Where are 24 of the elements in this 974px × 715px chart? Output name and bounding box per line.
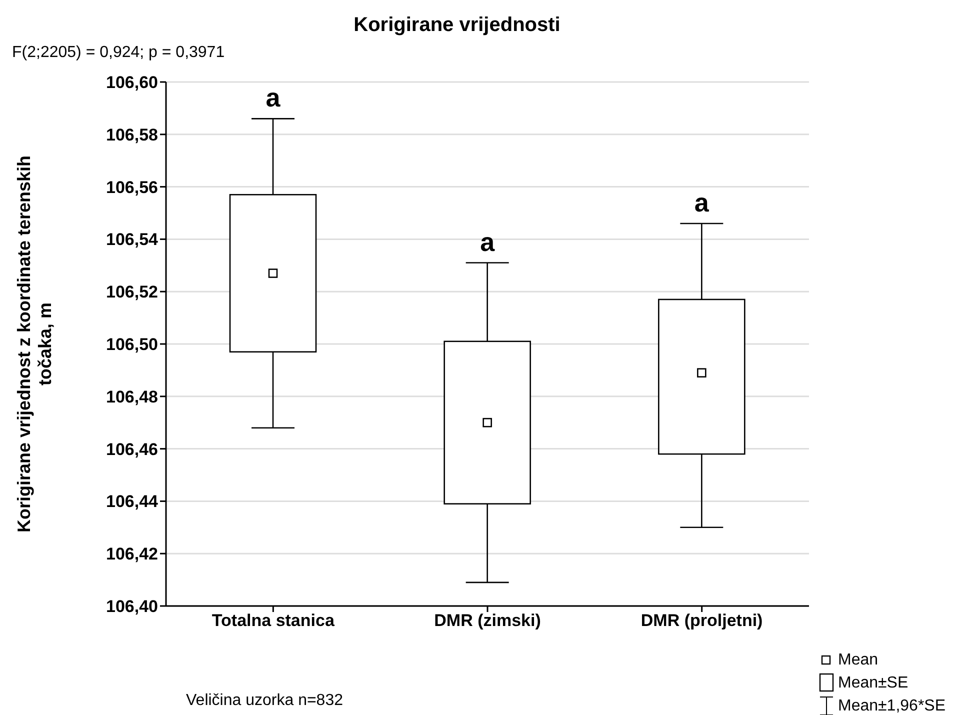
y-tick-label: 106,54 (106, 230, 159, 250)
y-tick-label: 106,42 (106, 544, 158, 564)
y-tick-label: 106,56 (106, 178, 158, 197)
y-tick-label: 106,40 (106, 597, 158, 616)
text: Veličina uzorka n=832 (186, 692, 343, 710)
text: F(2;2205) = 0,924; p = 0,3971 (12, 44, 225, 62)
text: Mean±1,96*SE (838, 698, 946, 714)
chart-title: Korigirane vrijednosti (352, 14, 562, 37)
annotation: a (480, 226, 496, 257)
text: Mean (838, 652, 878, 668)
y-tick-label: 106,48 (106, 387, 158, 406)
y-tick-label: 106,58 (106, 125, 158, 144)
y-tick-label: 106,46 (106, 440, 158, 459)
y-tick-label: 106,60 (106, 73, 158, 92)
x-tick-label: DMR (proljetni) (640, 611, 763, 630)
x-tick-label: DMR (zimski) (434, 611, 541, 630)
text: Mean±SE (838, 674, 908, 692)
x-tick-label: Totalna stanica (212, 611, 335, 630)
y-tick-label: 106,44 (106, 492, 159, 512)
y-axis-title: Korigirane vrijednost z koordinate terenskih točaka, m (14, 155, 55, 533)
annotation: a (266, 82, 281, 113)
y-tick-label: 106,50 (106, 335, 158, 354)
annotation: a (694, 187, 710, 218)
y-tick-label: 106,52 (106, 282, 158, 302)
